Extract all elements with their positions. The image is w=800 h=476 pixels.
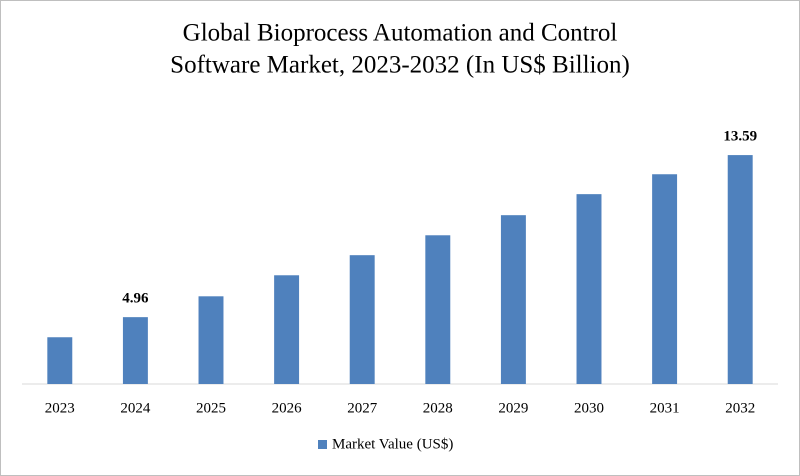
bar — [576, 194, 602, 384]
x-tick-label: 2031 — [650, 400, 680, 416]
legend-swatch — [318, 440, 327, 449]
bar — [500, 215, 526, 384]
x-tick-label: 2028 — [423, 400, 453, 416]
legend-label: Market Value (US$) — [332, 436, 453, 452]
x-tick-label: 2026 — [272, 400, 303, 416]
x-tick-label: 2029 — [498, 400, 528, 416]
bar — [652, 174, 678, 384]
bar — [47, 337, 73, 384]
bar — [727, 155, 753, 384]
x-tick-label: 2032 — [725, 400, 755, 416]
x-tick-label: 2027 — [347, 400, 378, 416]
bar — [198, 296, 224, 384]
bar — [425, 235, 451, 384]
x-tick-label: 2023 — [45, 400, 75, 416]
chart-title: Software Market, 2023-2032 (In US$ Billi… — [170, 52, 630, 79]
data-label: 4.96 — [122, 291, 149, 307]
data-label: 13.59 — [723, 129, 757, 145]
x-tick-label: 2030 — [574, 400, 604, 416]
bar — [122, 317, 148, 384]
x-tick-label: 2024 — [120, 400, 151, 416]
x-tick-label: 2025 — [196, 400, 226, 416]
bar — [349, 255, 375, 384]
bar — [274, 275, 300, 384]
chart-title: Global Bioprocess Automation and Control — [183, 20, 618, 47]
